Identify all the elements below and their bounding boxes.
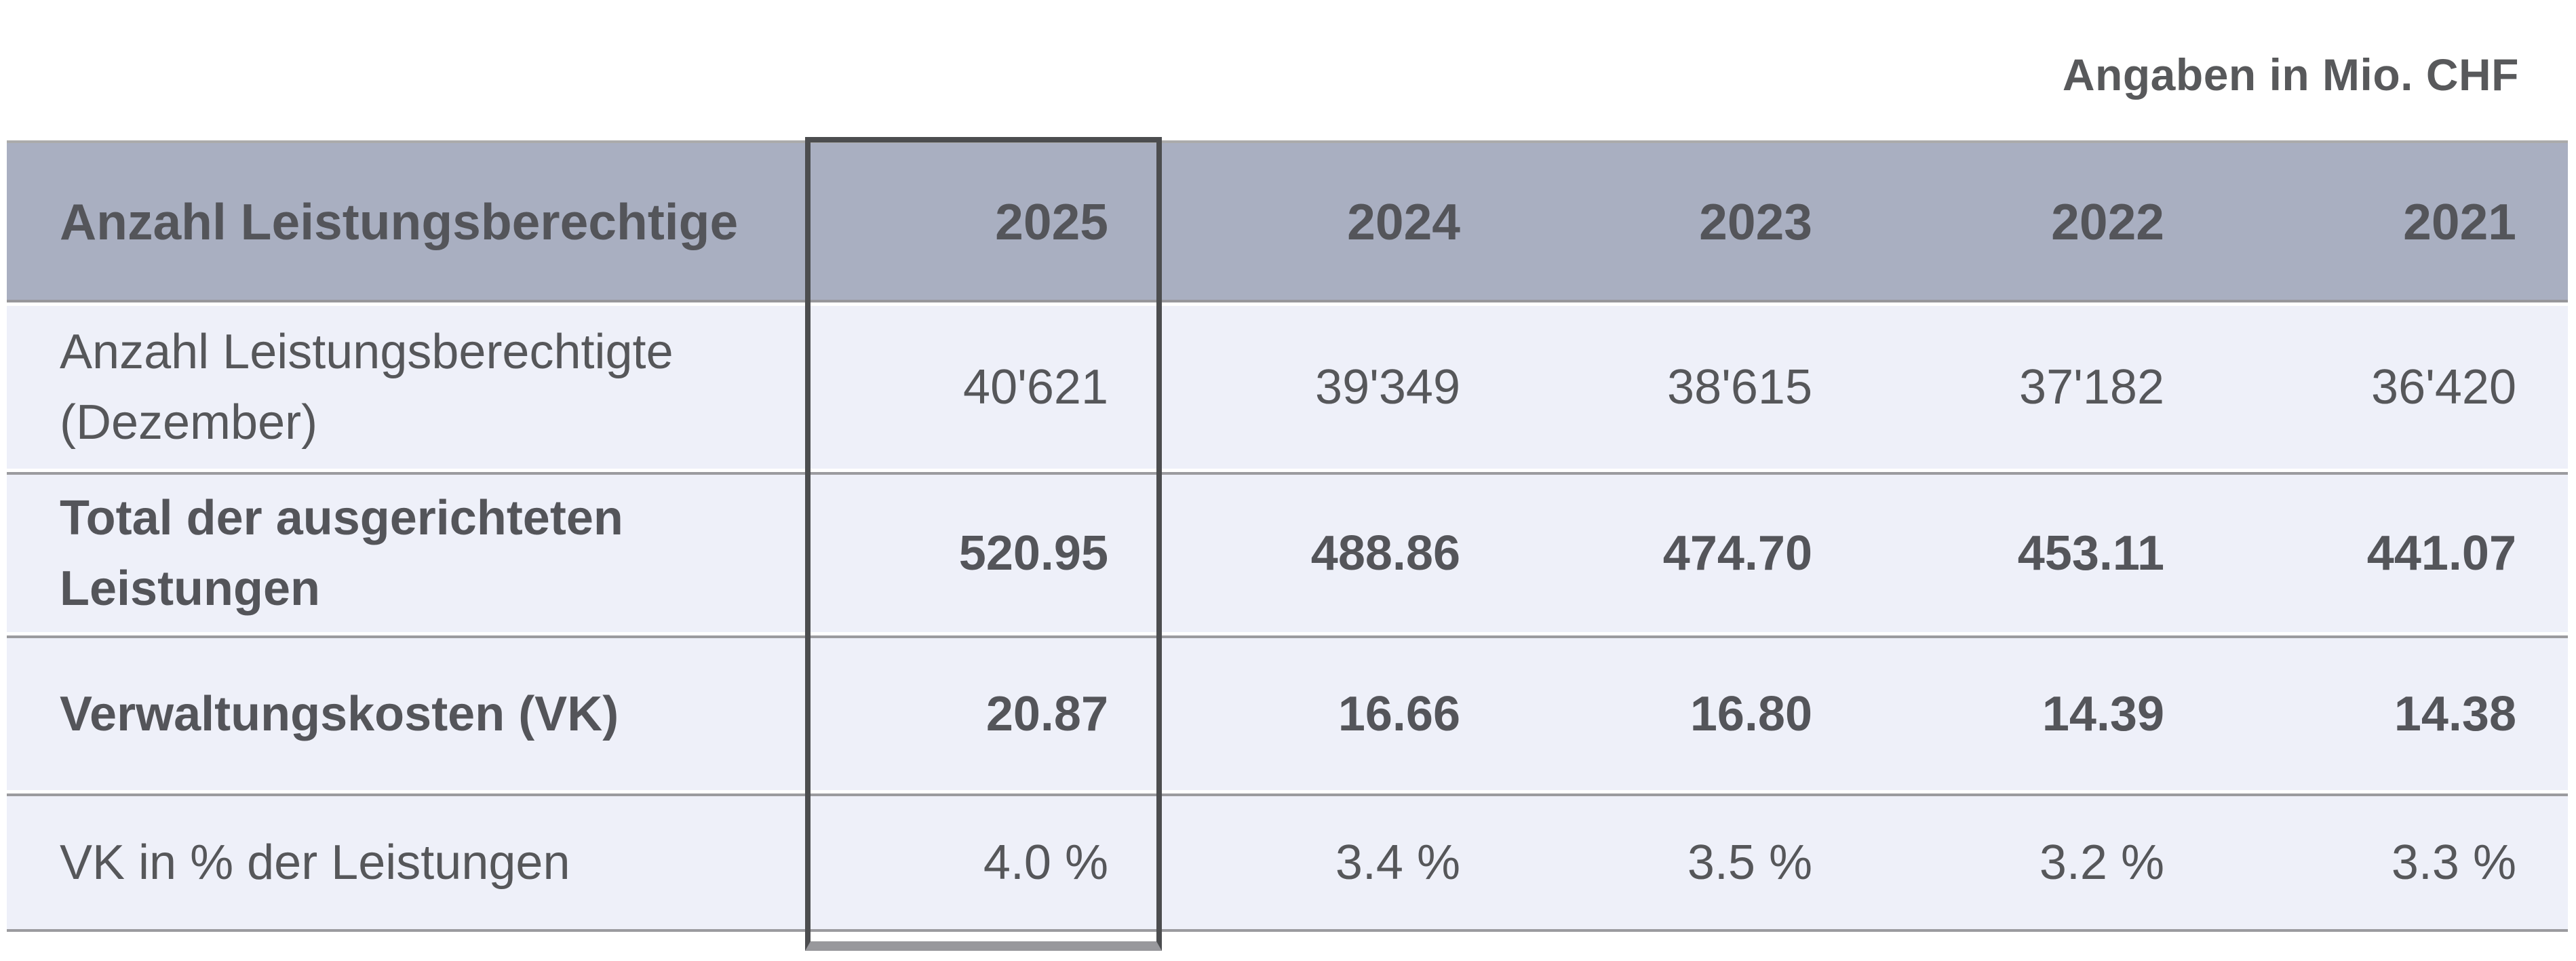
table-header-row: Anzahl Leistungsberechtige 2025 2024 2023 2…: [7, 140, 2568, 302]
unit-note: Angaben in Mio. CHF: [2062, 50, 2519, 100]
table-header-year: 2022: [2051, 193, 2164, 250]
row-value: 3.5 %: [1687, 835, 1812, 890]
row-value: 16.80: [1690, 686, 1812, 741]
row-value: 441.07: [2366, 526, 2516, 581]
table-row: Anzahl Leistungsberechtigte (Dezember) 40…: [7, 306, 2568, 469]
table-header-year: 2025: [995, 193, 1108, 250]
row-value: 20.87: [985, 686, 1108, 741]
row-label: Verwaltungskosten (VK): [60, 686, 619, 741]
row-value: 3.3 %: [2391, 835, 2516, 890]
table-header-title: Anzahl Leistungsberechtige: [60, 193, 739, 250]
row-value: 38'615: [1667, 359, 1812, 414]
table-header-year: 2021: [2403, 193, 2516, 250]
table-row: Verwaltungskosten (VK) 20.87 16.66 16.80 14.…: [7, 635, 2568, 790]
row-value: 39'349: [1315, 359, 1460, 414]
row-label: Total der ausgerichteten Leistungen: [60, 490, 623, 616]
row-value: 40'621: [963, 359, 1108, 414]
row-value: 37'182: [2019, 359, 2164, 414]
row-value: 488.86: [1310, 526, 1460, 581]
statistics-table: Anzahl Leistungsberechtige 2025 2024 2023 2…: [7, 137, 2568, 951]
row-value: 16.66: [1338, 686, 1460, 741]
row-value: 14.39: [2042, 686, 2164, 741]
row-value: 474.70: [1662, 526, 1812, 581]
table-row: VK in % der Leistungen 4.0 % 3.4 % 3.5 % 3.2…: [7, 793, 2568, 932]
row-value: 36'420: [2371, 359, 2516, 414]
table-header-year: 2024: [1347, 193, 1460, 250]
row-value: 3.2 %: [2039, 835, 2164, 890]
table-row: Total der ausgerichteten Leistungen 520.9…: [7, 472, 2568, 632]
row-value: 14.38: [2394, 686, 2516, 741]
table-header-year: 2023: [1699, 193, 1812, 250]
row-value: 453.11: [2017, 526, 2164, 581]
row-label: Anzahl Leistungsberechtigte (Dezember): [60, 324, 674, 450]
row-label: VK in % der Leistungen: [60, 835, 570, 890]
row-value: 4.0 %: [983, 835, 1108, 890]
row-value: 520.95: [958, 526, 1108, 581]
row-value: 3.4 %: [1335, 835, 1460, 890]
